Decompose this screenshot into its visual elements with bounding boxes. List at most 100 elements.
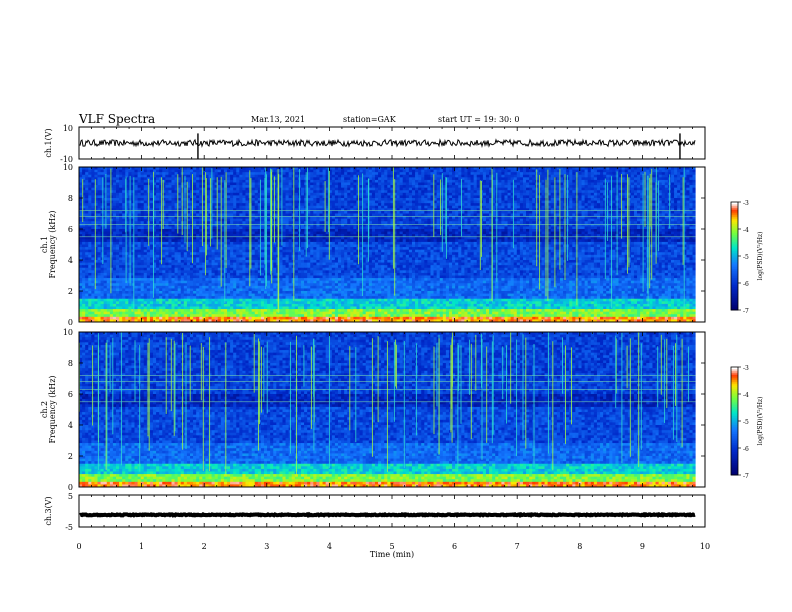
spectrogram-cell	[79, 213, 83, 217]
spectrogram-cell	[239, 198, 243, 201]
spectrogram-cell	[143, 208, 148, 212]
spectrogram-cell	[556, 177, 561, 181]
spectrogram-cell	[134, 226, 138, 230]
spectrogram-cell	[143, 195, 148, 199]
spectrogram-cell	[131, 195, 135, 199]
spectrogram-cell	[109, 226, 114, 230]
spectrogram-cell	[183, 205, 188, 209]
spectrogram-cell	[538, 169, 542, 173]
spectrogram-cell	[590, 208, 595, 212]
spectrogram-cell	[371, 223, 376, 227]
spectrogram-cell	[587, 226, 592, 230]
spectrogram-cell	[183, 172, 188, 176]
spectrogram-cell	[328, 192, 333, 196]
spectrogram-cell	[94, 177, 98, 181]
spectrogram-cell	[211, 200, 216, 204]
spectrogram-cell	[260, 198, 265, 201]
spectrogram-cell	[143, 179, 148, 183]
spectrogram-cell	[319, 218, 323, 222]
spectrogram-cell	[134, 213, 138, 217]
spectrogram-cell	[661, 205, 666, 209]
spectrogram-cell	[683, 221, 687, 225]
spectrogram-cell	[627, 182, 632, 186]
spectrogram-cell	[273, 200, 277, 204]
spectrogram-cell	[670, 169, 675, 173]
spectrogram-cell	[411, 200, 416, 204]
spectrogram-cell	[402, 216, 407, 220]
spectrogram-cell	[254, 192, 259, 196]
spectrogram-cell	[378, 210, 382, 214]
spectrogram-cell	[630, 169, 635, 173]
spectrogram-cell	[205, 213, 209, 217]
spectrogram-cell	[257, 172, 262, 176]
spectrogram-cell	[621, 226, 626, 230]
spectrogram-cell	[689, 223, 693, 227]
spectrogram-cell	[578, 174, 582, 178]
spectrogram-cell	[550, 223, 555, 227]
spectrogram-cell	[686, 179, 690, 183]
spectrogram-cell	[470, 182, 475, 186]
spectrogram-cell	[569, 187, 573, 191]
spectrogram-cell	[504, 216, 508, 220]
spectrogram-cell	[424, 218, 428, 222]
spectrogram-cell	[131, 208, 135, 212]
spectrogram-cell	[362, 210, 367, 214]
spectrogram-cell	[279, 167, 283, 170]
spectrogram-cell	[254, 167, 259, 170]
spectrogram-cell	[612, 169, 616, 173]
spectrogram-cell	[374, 179, 379, 183]
spectrogram-cell	[134, 210, 138, 214]
spectrogram-cell	[547, 210, 552, 214]
spectrogram-cell	[522, 167, 527, 170]
spectrogram-cell	[214, 226, 219, 230]
spectrogram-cell	[279, 198, 283, 201]
spectrogram-cell	[532, 185, 536, 189]
spectrogram-cell	[489, 190, 493, 194]
spectrogram-cell	[202, 190, 206, 194]
spectrogram-cell	[677, 221, 681, 225]
spectrogram-cell	[421, 210, 425, 214]
spectrogram-cell	[593, 174, 598, 178]
spectrogram-cell	[211, 198, 216, 201]
spectrogram-cell	[214, 182, 219, 186]
spectrogram-cell	[674, 203, 678, 207]
spectrogram-cell	[368, 205, 373, 209]
spectrogram-cell	[374, 167, 379, 170]
spectrogram-cell	[489, 172, 493, 176]
spectrogram-cell	[313, 226, 317, 230]
spectrogram-cell	[211, 195, 216, 199]
spectrogram-cell	[134, 216, 138, 220]
spectrogram-cell	[168, 182, 172, 186]
spectrogram-cell	[242, 185, 246, 189]
spectrogram-cell	[374, 200, 379, 204]
spectrogram-cell	[658, 200, 663, 204]
spectrogram-cell	[196, 208, 200, 212]
spectrogram-cell	[331, 229, 336, 232]
spectrogram-cell	[489, 203, 493, 207]
spectrogram-cell	[559, 210, 564, 214]
spectrogram-cell	[156, 226, 160, 230]
spectrogram-cell	[381, 200, 385, 204]
spectrogram-cell	[356, 167, 360, 170]
spectrogram-cell	[510, 218, 515, 222]
spectrogram-cell	[538, 187, 542, 191]
spectrogram-cell	[652, 203, 656, 207]
spectrogram-cell	[501, 213, 505, 217]
spectrogram-cell	[242, 218, 246, 222]
spectrogram-cell	[85, 169, 89, 173]
spectrogram-cell	[223, 208, 228, 212]
spectrogram-cell	[587, 221, 592, 225]
spectrogram-cell	[643, 226, 647, 230]
spectrogram-cell	[119, 218, 123, 222]
spectrogram-cell	[584, 205, 589, 209]
spectrogram-cell	[467, 216, 471, 220]
spectrogram-cell	[171, 205, 175, 209]
spectrogram-cell	[273, 182, 277, 186]
spectrogram-cell	[516, 190, 521, 194]
spectrogram-cell	[307, 198, 311, 201]
spectrogram-cell	[91, 221, 95, 225]
spectrogram-cell	[331, 179, 336, 183]
spectrogram-cell	[399, 221, 404, 225]
spectrogram-cell	[193, 177, 197, 181]
spectrogram-cell	[464, 167, 468, 170]
